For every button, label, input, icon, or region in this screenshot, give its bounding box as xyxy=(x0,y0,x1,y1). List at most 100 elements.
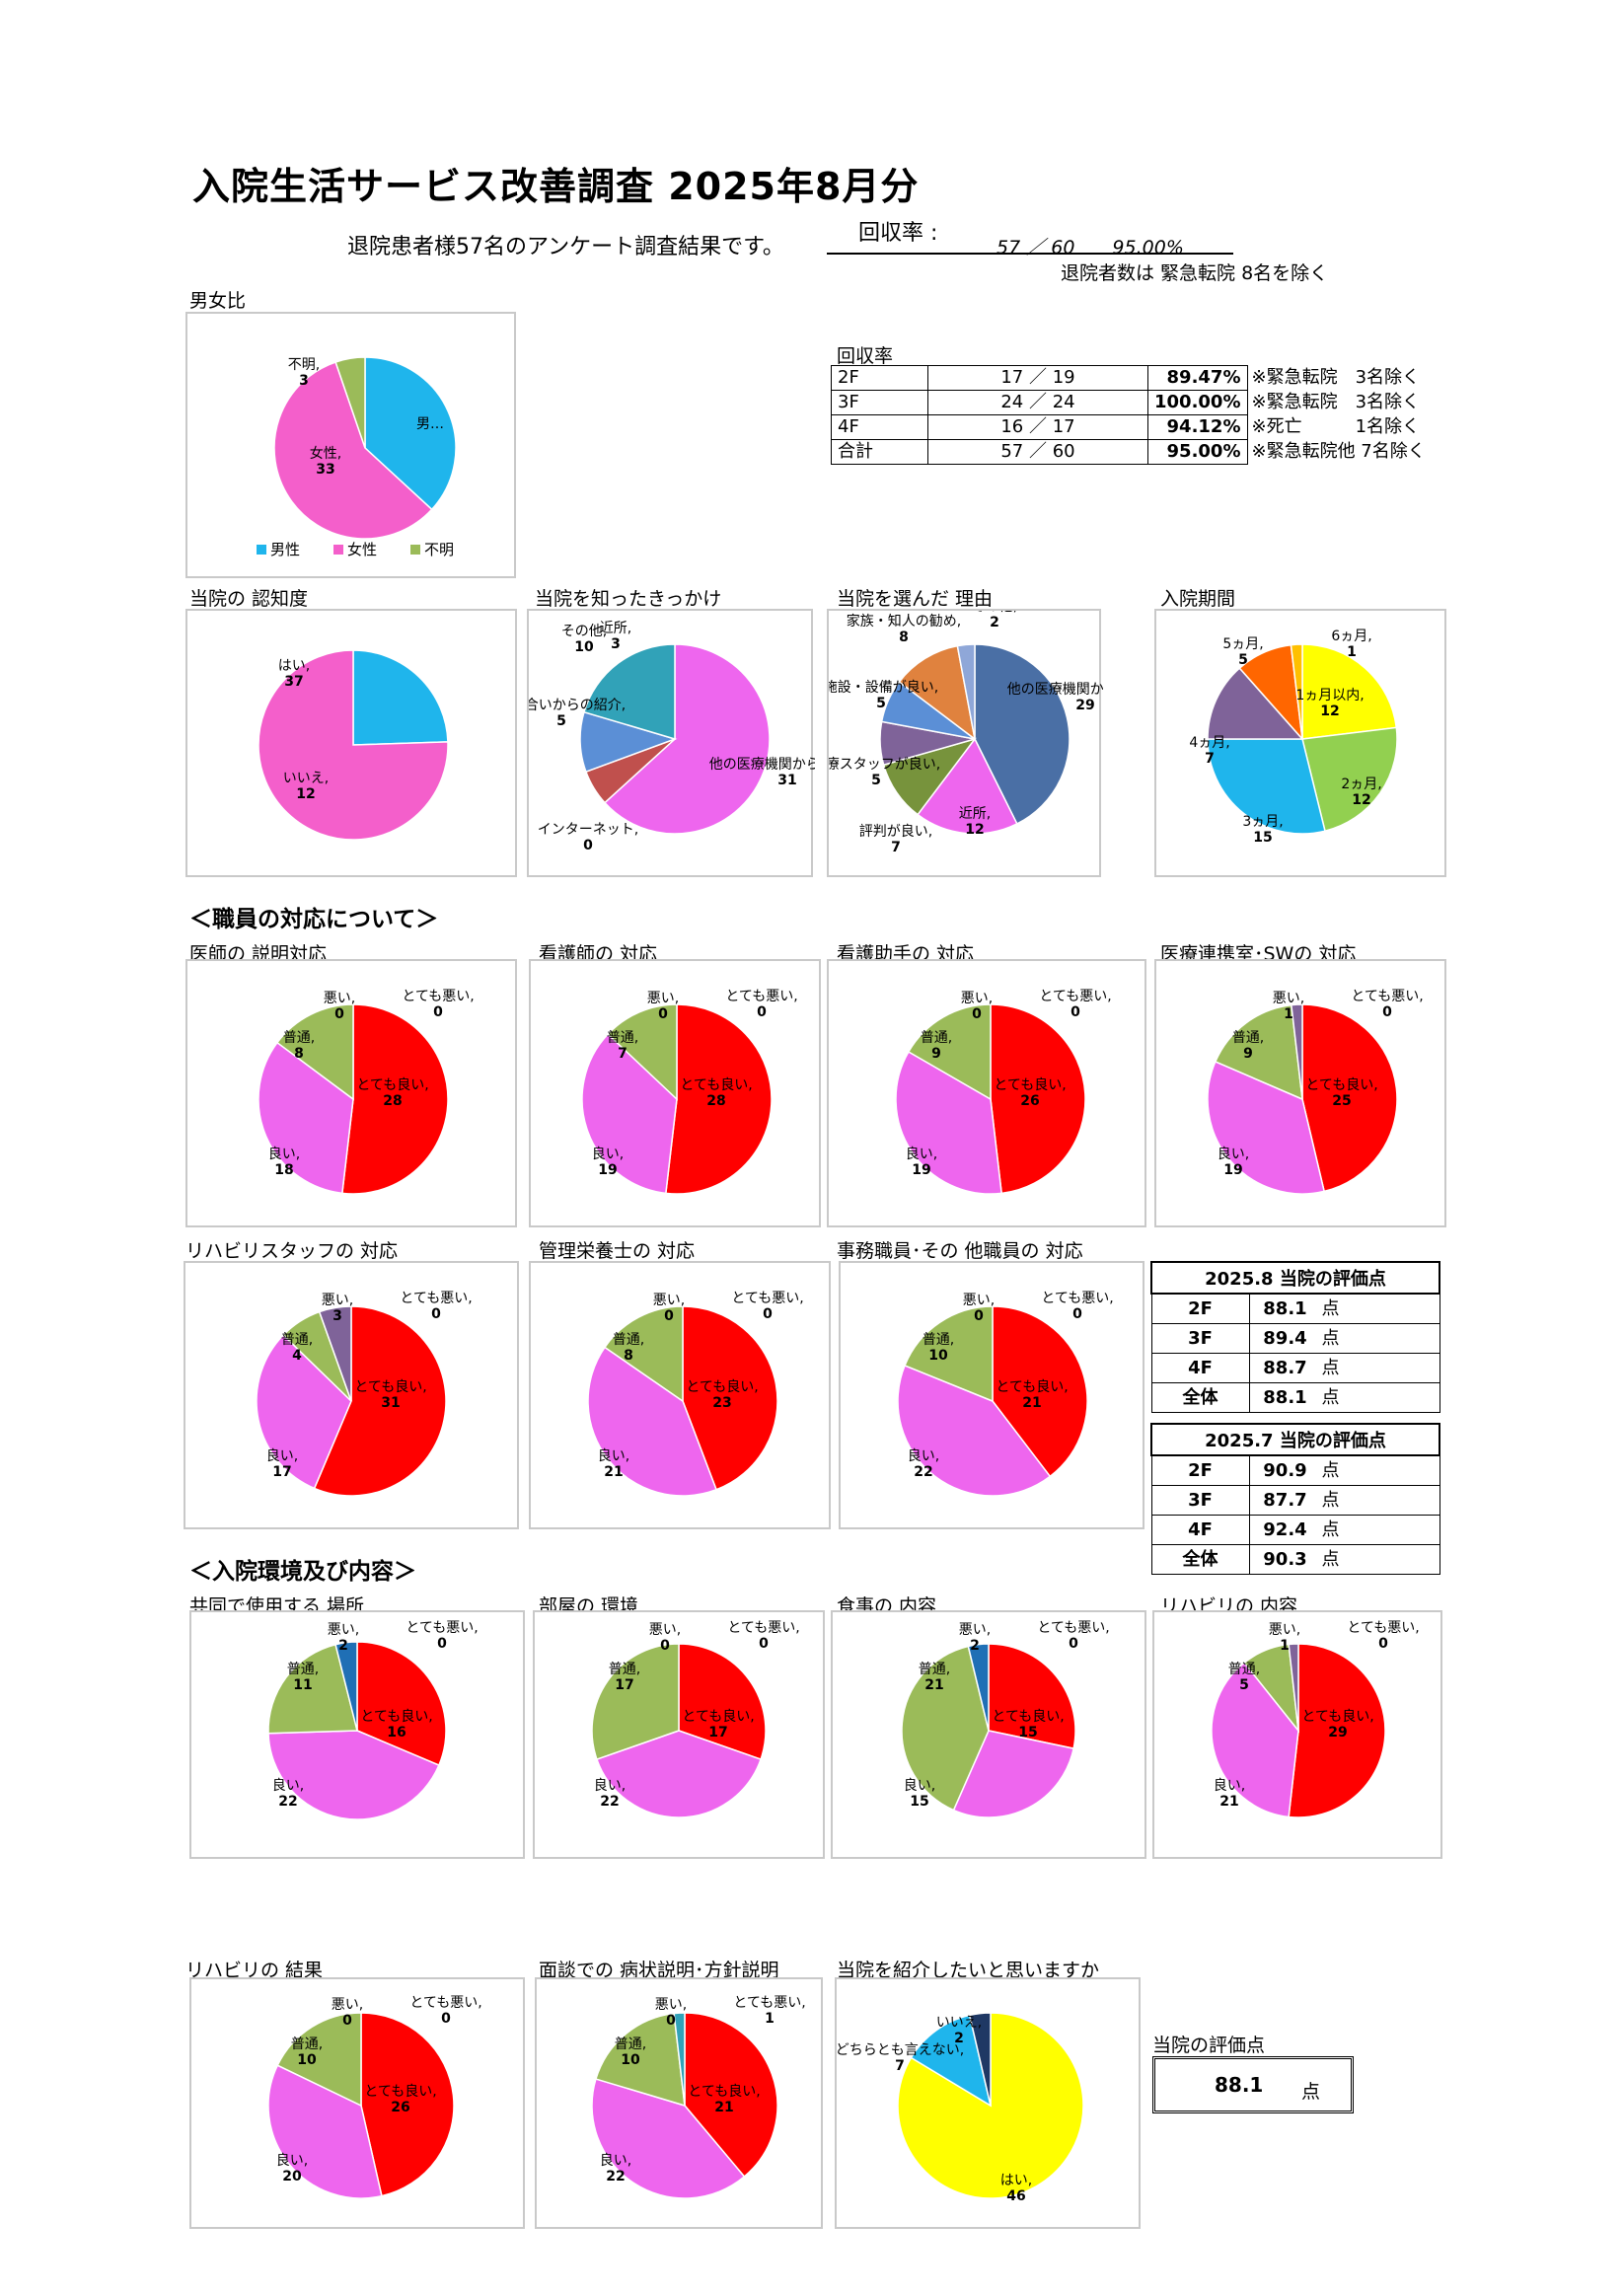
data-label: 評判が良い, 7 xyxy=(859,824,932,855)
legend-swatch xyxy=(410,545,420,555)
data-label: とても悪い, 1 xyxy=(733,1995,805,2027)
chart-gender: 男… 女性, 33 不明, 3 男性 女性 不明 xyxy=(185,312,516,578)
data-label: 5ヵ月, 5 xyxy=(1222,636,1263,668)
pie-svg: とても良い, 21 良い, 22 普通, 10 悪い, 0 とても悪い, 0 xyxy=(897,1291,1114,1497)
data-label: いいえ, 2 xyxy=(936,2015,982,2046)
pie-svg: とても良い, 21 良い, 22 普通, 10 悪い, 0 とても悪い, 1 xyxy=(591,1995,806,2199)
data-label: 普通, 10 xyxy=(615,2037,646,2068)
page-subtitle: 退院患者様57名のアンケート調査結果です。 xyxy=(347,235,784,259)
chart-title: 面談での 病状説明･方針説明 xyxy=(539,1960,779,1981)
data-label: 近所, 3 xyxy=(600,621,631,652)
data-label: とても悪い, 0 xyxy=(400,1291,472,1322)
chart-stay: 1ヵ月以内, 12 2ヵ月, 12 3ヵ月, 15 4ヵ月, 7 5ヵ月, 5 6ヵ月, 1 xyxy=(1154,609,1446,877)
data-label: とても良い, 31 xyxy=(354,1379,426,1411)
data-label: とても悪い, 0 xyxy=(1039,989,1111,1020)
data-label: 知り合いからの紹介,5 xyxy=(529,697,626,729)
section-environment: ＜入院環境及び内容＞ xyxy=(189,1559,416,1585)
pie-slice-良い xyxy=(587,1346,718,1497)
pie-slice-その他 xyxy=(583,643,676,741)
table-row: 全体 88.1 点 xyxy=(1150,1382,1440,1413)
data-label: いいえ, 12 xyxy=(283,771,329,802)
data-label: 普通, 4 xyxy=(281,1332,313,1364)
data-label: 不明, 3 xyxy=(288,357,320,389)
pie-svg: とても良い, 25 良い, 19 普通, 9 悪い, 1 とても悪い, 0 xyxy=(1207,989,1424,1195)
chart-meal: とても良い, 15 良い, 15 普通, 21 悪い, 2 とても悪い, 0 xyxy=(831,1610,1146,1859)
chart-title: 当院を紹介したいと思いますか xyxy=(837,1960,1100,1981)
data-label: 良い, 19 xyxy=(1218,1147,1249,1178)
pie-svg: とても良い, 26 良い, 20 普通, 10 悪い, 0 とても悪い, 0 xyxy=(267,1995,482,2199)
data-label: どちらとも言えない, 7 xyxy=(837,2042,964,2074)
data-label: 悪い, 0 xyxy=(653,1293,685,1324)
pie-svg: 男… 女性, 33 不明, 3 男性 女性 不明 xyxy=(257,356,457,558)
data-label: 良い, 22 xyxy=(908,1448,939,1480)
data-label: 男… xyxy=(416,416,444,432)
overall-score-value: 88.1 xyxy=(1215,2073,1264,2097)
pie-slice-悪い xyxy=(967,1643,990,1732)
data-label: とても良い, 23 xyxy=(686,1379,758,1411)
pie-slice-普通 xyxy=(603,1305,684,1403)
data-label: 良い, 22 xyxy=(594,1778,626,1810)
data-label: とても良い, 28 xyxy=(680,1077,752,1109)
pie-slice-いいえ xyxy=(968,2012,992,2107)
data-label: 近所, 12 xyxy=(959,806,991,838)
pie-slice-良い xyxy=(267,2064,383,2199)
pie-slice-良い xyxy=(591,2078,746,2199)
data-label: とても悪い, 0 xyxy=(409,1995,481,2027)
chart-interview: とても良い, 21 良い, 22 普通, 10 悪い, 0 とても悪い, 1 xyxy=(535,1977,823,2229)
pie-slice-普通 xyxy=(907,1003,992,1101)
pie-svg: とても良い, 31 良い, 17 普通, 4 悪い, 3 とても悪い, 0 xyxy=(256,1291,473,1497)
pie-slice-いいえ xyxy=(352,649,449,746)
data-label: 他の医療機関からの紹介,31 xyxy=(709,756,815,788)
pie-slice-とても良い xyxy=(682,1305,778,1491)
chart-rehab_content: とても良い, 29 良い, 21 普通, 5 悪い, 1 とても悪い, 0 xyxy=(1152,1610,1442,1859)
pie-slice-悪い xyxy=(334,1641,358,1732)
recovery-value: 57 ／ 60 95.00% xyxy=(997,237,1184,259)
table-row: 3F 24 ／ 24 100.00% ※緊急転院 3名除く xyxy=(831,390,1432,415)
table-row: 3F 87.7 点 xyxy=(1150,1485,1440,1516)
pie-slice-良い xyxy=(895,1050,1002,1195)
pie-slice-その他 xyxy=(956,643,976,740)
data-label: 悪い, 2 xyxy=(328,1622,359,1654)
chart-title: 入院期間 xyxy=(1160,588,1236,610)
pie-slice-とても良い xyxy=(678,1643,767,1761)
pie-svg: とても良い, 26 良い, 19 普通, 9 悪い, 0 とても悪い, 0 xyxy=(895,989,1112,1195)
pie-slice-良い xyxy=(952,1730,1075,1818)
data-label: 普通, 11 xyxy=(287,1662,319,1693)
chart-title: 当院の 認知度 xyxy=(189,588,309,610)
pie-svg: とても良い, 29 良い, 21 普通, 5 悪い, 1 とても悪い, 0 xyxy=(1211,1620,1420,1818)
pie-slice-3ヵ月 xyxy=(1207,738,1326,835)
table-row: 合計 57 ／ 60 95.00% ※緊急転院他 7名除く xyxy=(831,439,1432,465)
data-label: 普通, 9 xyxy=(1232,1030,1264,1062)
data-label: とても悪い, 0 xyxy=(1347,1620,1419,1652)
score-table-2025-8: 2025.8 当院の評価点 2F 88.1 点 3F 89.4 点 4F 88.7 点 全体… xyxy=(1150,1261,1440,1413)
pie-slice-普通 xyxy=(904,1305,994,1403)
data-label: 普通, 7 xyxy=(607,1030,638,1062)
chart-sw: とても良い, 25 良い, 19 普通, 9 悪い, 1 とても悪い, 0 xyxy=(1154,959,1446,1227)
recovery-label: 回収率 : xyxy=(858,221,938,246)
data-label: 普通, 10 xyxy=(923,1332,954,1364)
pie-slice-とても良い xyxy=(684,2012,778,2179)
table-row: 3F 89.4 点 xyxy=(1150,1323,1440,1354)
pie-slice-とても良い xyxy=(360,2012,455,2197)
data-label: 悪い, 0 xyxy=(963,1293,995,1324)
table-row: 全体 90.3 点 xyxy=(1150,1544,1440,1575)
chart-office: とても良い, 21 良い, 22 普通, 10 悪い, 0 とても悪い, 0 xyxy=(839,1261,1144,1529)
pie-svg: とても良い, 28 良い, 18 普通, 8 悪い, 0 とても悪い, 0 xyxy=(258,989,475,1195)
pie-slice-良い xyxy=(897,1364,1052,1497)
data-label: 悪い, 0 xyxy=(332,1997,363,2029)
data-label: 良い, 15 xyxy=(904,1778,935,1810)
chart-title: 男女比 xyxy=(189,290,247,312)
data-label: とても悪い, 0 xyxy=(1041,1291,1113,1322)
data-label: 良い, 19 xyxy=(592,1147,624,1178)
data-label: とても悪い, 0 xyxy=(1351,989,1423,1020)
data-label: 2ヵ月, 12 xyxy=(1341,777,1381,808)
pie-slice-6ヵ月 xyxy=(1290,643,1303,740)
pie-slice-女性 xyxy=(273,361,433,540)
pie-slice-1ヵ月以内 xyxy=(1301,643,1398,740)
pie-slice-良い xyxy=(256,1334,352,1490)
table-row: 2F 90.9 点 xyxy=(1150,1454,1440,1486)
pie-slice-良い xyxy=(267,1730,440,1820)
recovery-note: 退院者数は 緊急転院 8名を除く xyxy=(1061,262,1329,284)
pie-svg: とても良い, 16 良い, 22 普通, 11 悪い, 2 とても悪い, 0 xyxy=(267,1620,479,1820)
